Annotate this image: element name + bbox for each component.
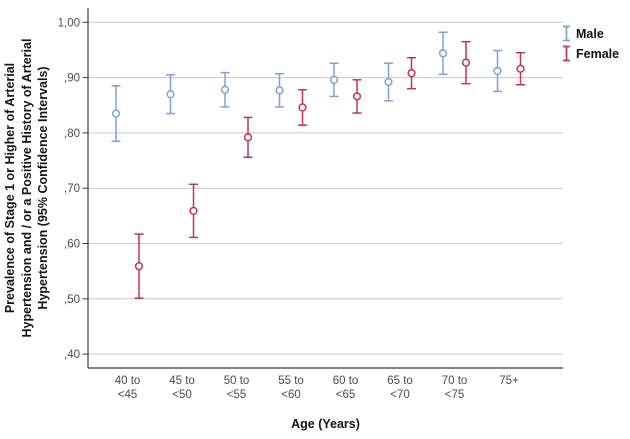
errorbar-female-6 (407, 56, 416, 90)
errorbar-female-1 (134, 233, 144, 299)
x-tick-label: 55 to (278, 375, 304, 387)
series-male (111, 31, 502, 142)
female-errorbar-icon (563, 45, 570, 62)
errorbar-male-2 (166, 74, 175, 115)
errorbar-male-4 (275, 72, 284, 108)
x-tick-label: <50 (172, 389, 192, 401)
errorbar-male-8 (493, 49, 502, 93)
errorbar-female-7 (461, 40, 471, 85)
errorbar-female-5 (352, 79, 362, 114)
y-tick-label: ,60 (64, 239, 80, 251)
x-tick-label: 50 to (224, 375, 250, 387)
point-marker (493, 66, 502, 76)
x-tick-label: 60 to (333, 375, 359, 387)
x-tick-label: 75+ (499, 375, 519, 387)
gridlines (88, 21, 563, 355)
x-tick-label: <65 (336, 389, 356, 401)
errorbar-female-8 (516, 51, 525, 86)
y-axis-title-line1: Prevalence of Stage 1 or Higher of Arter… (3, 62, 17, 314)
legend-item-male: Male (562, 25, 619, 42)
point-marker (189, 206, 198, 216)
point-marker (384, 77, 393, 87)
errorbar-female-3 (243, 116, 253, 158)
x-tick-label: 65 to (387, 375, 413, 387)
x-tick-label: 40 to (115, 375, 141, 387)
point-marker (275, 86, 284, 95)
legend: Male Female (562, 25, 619, 65)
point-marker (438, 49, 448, 58)
y-tick-label: ,40 (64, 349, 80, 361)
point-marker (166, 90, 175, 99)
point-marker (329, 75, 339, 84)
y-tick-label: ,80 (64, 128, 80, 140)
male-errorbar-icon (563, 25, 570, 42)
errorbar-male-1 (111, 85, 121, 142)
errorbar-male-5 (329, 62, 339, 98)
errorbar-male-3 (220, 71, 230, 108)
x-axis-title: Age (Years) (291, 417, 360, 431)
point-marker (111, 109, 121, 118)
y-axis-title-line3: Hypertension (95% Confidence Intervals) (36, 66, 50, 310)
errorbar-female-2 (189, 183, 198, 239)
point-marker (220, 85, 230, 94)
y-tick-label: ,70 (64, 183, 80, 195)
point-marker (352, 92, 362, 101)
point-marker (461, 58, 471, 67)
y-tick-label: 1,00 (58, 17, 80, 29)
point-marker (516, 64, 525, 73)
x-tick-label: <75 (445, 389, 465, 401)
point-marker (243, 133, 253, 142)
y-tick-label: ,50 (64, 294, 80, 306)
y-tick-label: ,90 (64, 73, 80, 85)
legend-label-female: Female (576, 46, 620, 61)
errorbar-female-4 (298, 89, 307, 126)
x-tick-label: <45 (118, 389, 138, 401)
errorbar-male-7 (438, 31, 448, 76)
x-tick-label: 70 to (442, 375, 468, 387)
x-tick-label: <55 (227, 389, 247, 401)
point-marker (298, 103, 307, 112)
x-tick-label: 45 to (169, 375, 195, 387)
x-tick-label: <60 (281, 389, 301, 401)
legend-item-female: Female (562, 45, 619, 62)
point-marker (407, 69, 416, 78)
point-marker (134, 262, 144, 271)
series-female (134, 40, 525, 299)
y-axis-title: Prevalence of Stage 1 or Higher of Arter… (2, 8, 56, 368)
errorbar-male-6 (384, 62, 393, 102)
x-tick-label: <70 (390, 389, 410, 401)
y-axis-title-line2: Hypertension and / or a Positive History… (19, 38, 34, 338)
legend-label-male: Male (576, 26, 604, 41)
